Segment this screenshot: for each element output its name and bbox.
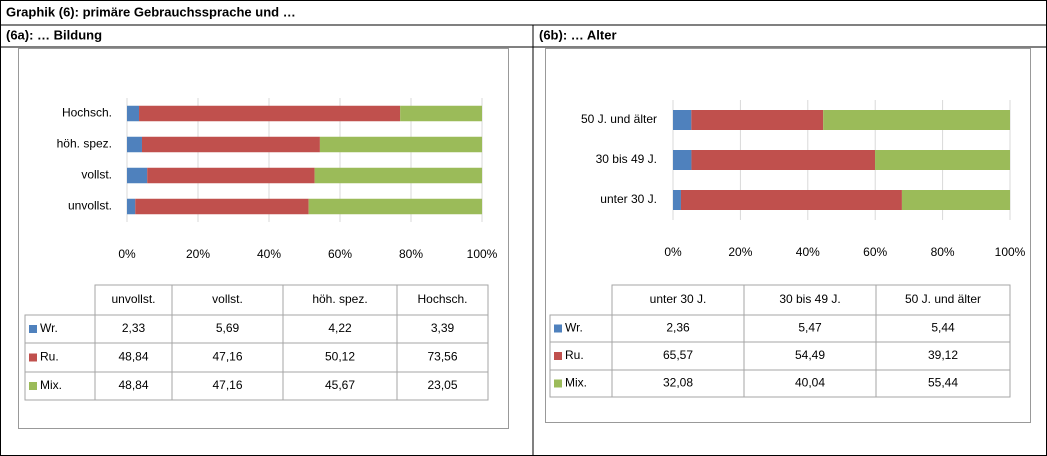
x-tick-label: 0% bbox=[118, 247, 136, 261]
section-title: (6a): … Bildung bbox=[6, 27, 102, 42]
legend-swatch bbox=[29, 325, 37, 333]
bar-segment bbox=[319, 136, 483, 153]
bar-segment bbox=[135, 198, 309, 215]
table-value: 65,57 bbox=[663, 348, 693, 362]
table-header: höh. spez. bbox=[312, 292, 367, 306]
bar-segment bbox=[691, 150, 876, 170]
bar-segment bbox=[400, 105, 482, 122]
bar-segment bbox=[314, 167, 483, 184]
legend-label: Wr. bbox=[40, 321, 58, 335]
table-value: 55,44 bbox=[928, 376, 958, 390]
y-tick-label: unvollst. bbox=[68, 199, 112, 213]
legend-swatch bbox=[29, 353, 37, 362]
chart-frame bbox=[545, 48, 1031, 423]
table-value: 5,47 bbox=[798, 321, 822, 335]
y-tick-label: Hochsch. bbox=[62, 106, 112, 120]
table-cell bbox=[875, 369, 1011, 398]
bar-segment bbox=[875, 150, 1010, 170]
legend-swatch bbox=[554, 379, 562, 388]
y-tick-label: höh. spez. bbox=[57, 137, 112, 151]
legend-label: Ru. bbox=[40, 350, 59, 364]
bar-segment bbox=[139, 105, 401, 122]
table-value: 23,05 bbox=[427, 378, 457, 392]
bar-segment bbox=[823, 110, 1010, 130]
legend-swatch bbox=[554, 324, 562, 333]
y-tick-label: 50 J. und älter bbox=[581, 112, 657, 126]
bar-segment bbox=[673, 110, 692, 130]
table-value: 47,16 bbox=[212, 378, 242, 392]
table-value: 3,39 bbox=[431, 321, 455, 335]
table-value: 2,33 bbox=[122, 321, 146, 335]
table-header: unter 30 J. bbox=[650, 292, 707, 306]
table-value: 48,84 bbox=[118, 378, 148, 392]
bar-segment bbox=[127, 198, 136, 215]
x-tick-label: 60% bbox=[328, 247, 352, 261]
x-tick-label: 0% bbox=[664, 245, 682, 259]
table-value: 2,36 bbox=[666, 321, 690, 335]
table-value: 5,69 bbox=[216, 321, 240, 335]
table-header: 30 bis 49 J. bbox=[779, 292, 840, 306]
bar-segment bbox=[673, 150, 692, 170]
bar-segment bbox=[147, 167, 315, 184]
x-tick-label: 60% bbox=[863, 245, 887, 259]
table-header: vollst. bbox=[212, 292, 243, 306]
table-value: 54,49 bbox=[795, 348, 825, 362]
table-value: 50,12 bbox=[325, 350, 355, 364]
table-value: 5,44 bbox=[931, 321, 955, 335]
section-title: (6b): … Alter bbox=[539, 27, 617, 42]
legend-label: Wr. bbox=[565, 321, 583, 335]
table-value: 47,16 bbox=[212, 350, 242, 364]
x-tick-label: 100% bbox=[995, 245, 1026, 259]
x-tick-label: 80% bbox=[931, 245, 955, 259]
x-tick-label: 100% bbox=[467, 247, 498, 261]
table-value: 73,56 bbox=[427, 350, 457, 364]
legend-label: Ru. bbox=[565, 348, 584, 362]
table-header: unvollst. bbox=[111, 292, 155, 306]
x-tick-label: 80% bbox=[399, 247, 423, 261]
table-value: 45,67 bbox=[325, 378, 355, 392]
bar-segment bbox=[127, 167, 148, 184]
x-tick-label: 20% bbox=[728, 245, 752, 259]
table-value: 40,04 bbox=[795, 376, 825, 390]
bar-segment bbox=[673, 190, 681, 210]
table-value: 32,08 bbox=[663, 376, 693, 390]
legend-swatch bbox=[29, 382, 37, 390]
table-header: Hochsch. bbox=[417, 292, 467, 306]
bar-segment bbox=[680, 190, 902, 210]
bar-segment bbox=[127, 105, 140, 122]
table-value: 48,84 bbox=[118, 350, 148, 364]
legend-label: Mix. bbox=[565, 376, 587, 390]
y-tick-label: unter 30 J. bbox=[600, 192, 657, 206]
table-value: 39,12 bbox=[928, 348, 958, 362]
bar-segment bbox=[141, 136, 320, 153]
bar-segment bbox=[308, 198, 483, 215]
bar-segment bbox=[127, 136, 142, 153]
legend-label: Mix. bbox=[40, 378, 62, 392]
x-tick-label: 40% bbox=[796, 245, 820, 259]
x-tick-label: 40% bbox=[257, 247, 281, 261]
bar-segment bbox=[901, 190, 1011, 210]
bar-segment bbox=[691, 110, 824, 130]
table-header: 50 J. und älter bbox=[905, 292, 981, 306]
table-value: 4,22 bbox=[328, 321, 352, 335]
x-tick-label: 20% bbox=[186, 247, 210, 261]
legend-swatch bbox=[554, 352, 562, 360]
y-tick-label: 30 bis 49 J. bbox=[596, 152, 657, 166]
table-cell bbox=[396, 371, 489, 401]
page-title: Graphik (6): primäre Gebrauchssprache un… bbox=[6, 4, 296, 19]
y-tick-label: vollst. bbox=[81, 168, 112, 182]
